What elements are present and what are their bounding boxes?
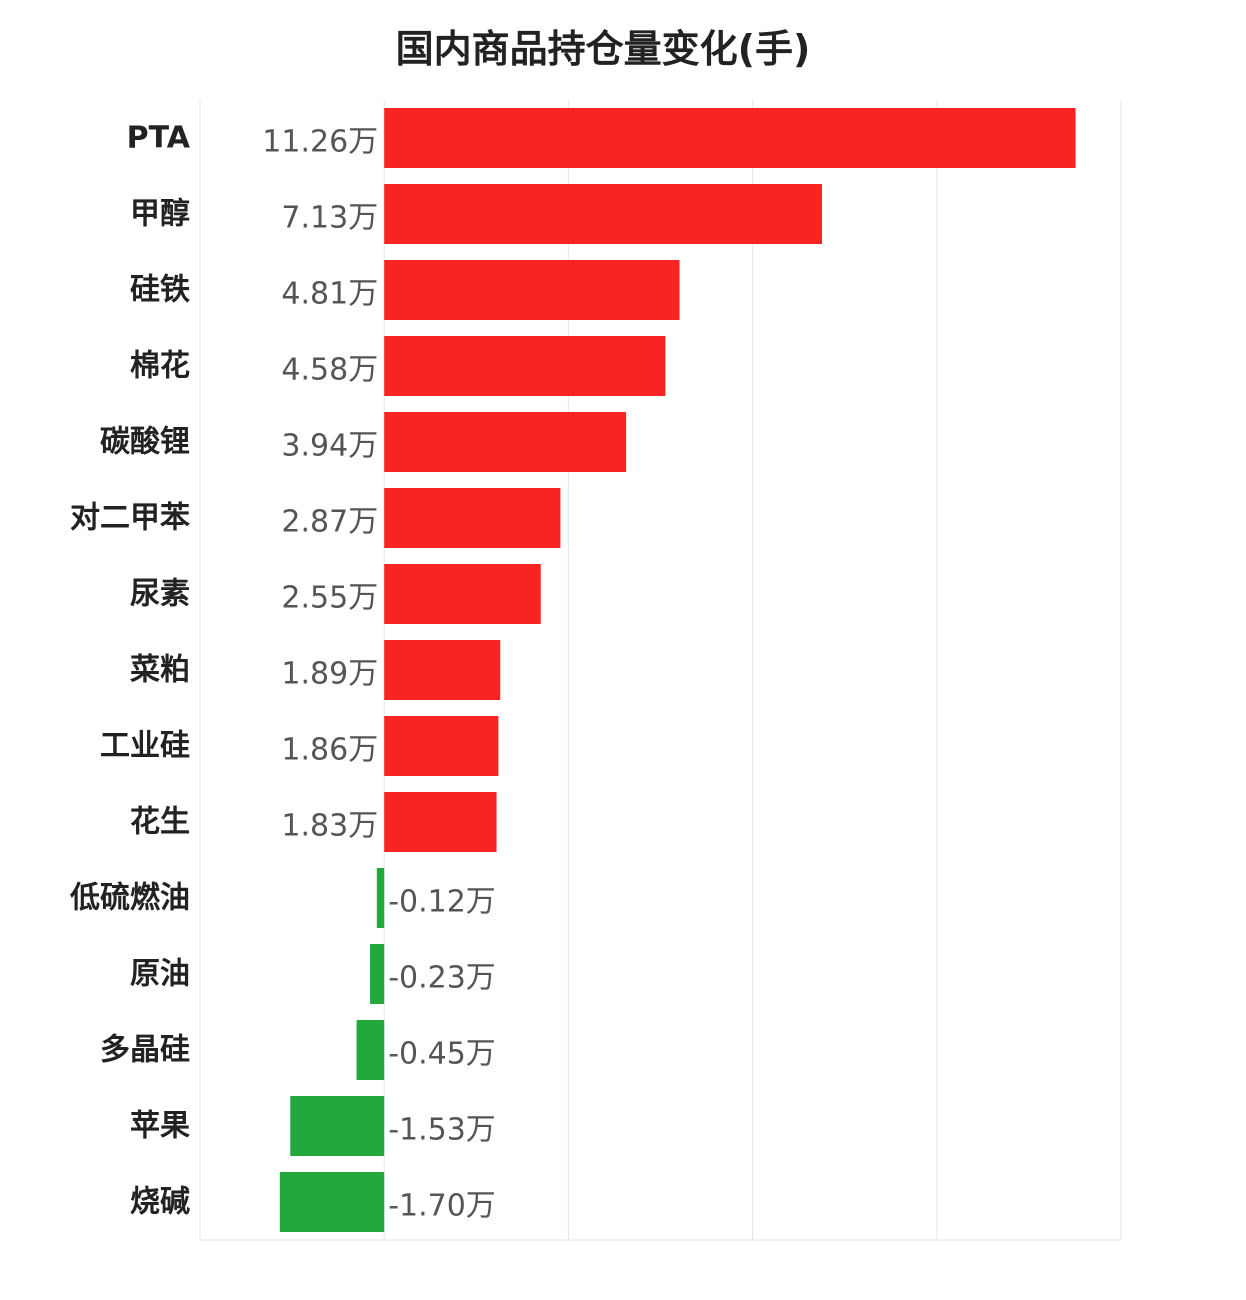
value-label: 2.55万	[281, 581, 378, 616]
category-label: 工业硅	[100, 729, 190, 764]
value-label: 2.87万	[281, 505, 378, 540]
category-label: 苹果	[130, 1109, 190, 1144]
category-label: 对二甲苯	[70, 501, 190, 536]
bar	[384, 412, 627, 472]
category-label: 烧碱	[130, 1185, 190, 1220]
bar	[384, 716, 499, 776]
category-label: 花生	[130, 805, 190, 840]
bar	[370, 944, 385, 1004]
bar	[384, 336, 666, 396]
bar	[384, 640, 501, 700]
category-label: 菜粕	[130, 653, 190, 688]
value-label: -1.70万	[388, 1189, 496, 1224]
category-label: 原油	[130, 957, 190, 992]
value-label: 1.86万	[281, 733, 378, 768]
bar	[384, 488, 561, 548]
value-label: -0.12万	[388, 885, 496, 920]
bar	[290, 1096, 385, 1156]
category-label: 尿素	[130, 577, 190, 612]
chart-title: 国内商品持仓量变化(手)	[395, 27, 811, 71]
bar	[384, 792, 497, 852]
bar	[384, 184, 822, 244]
value-label: -1.53万	[388, 1113, 496, 1148]
bar	[384, 108, 1076, 168]
value-label: 4.81万	[281, 277, 378, 312]
category-label: PTA	[127, 121, 191, 156]
bar	[384, 260, 680, 320]
value-label: -0.45万	[388, 1037, 496, 1072]
category-label: 低硫燃油	[69, 881, 190, 916]
bar	[279, 1172, 385, 1232]
bar	[356, 1020, 385, 1080]
value-label: 1.89万	[281, 657, 378, 692]
bars-layer	[279, 108, 1076, 1232]
value-label: 11.26万	[262, 125, 378, 160]
bar	[384, 564, 541, 624]
bar	[376, 868, 385, 928]
value-label: 1.83万	[281, 809, 378, 844]
value-label: 7.13万	[281, 201, 378, 236]
category-label: 甲醇	[130, 197, 190, 232]
value-label: 4.58万	[281, 353, 378, 388]
category-label: 多晶硅	[100, 1033, 190, 1068]
value-label: -0.23万	[388, 961, 496, 996]
category-label: 棉花	[130, 349, 190, 384]
category-label: 硅铁	[130, 273, 190, 308]
category-label: 碳酸锂	[100, 425, 190, 460]
value-label: 3.94万	[281, 429, 378, 464]
